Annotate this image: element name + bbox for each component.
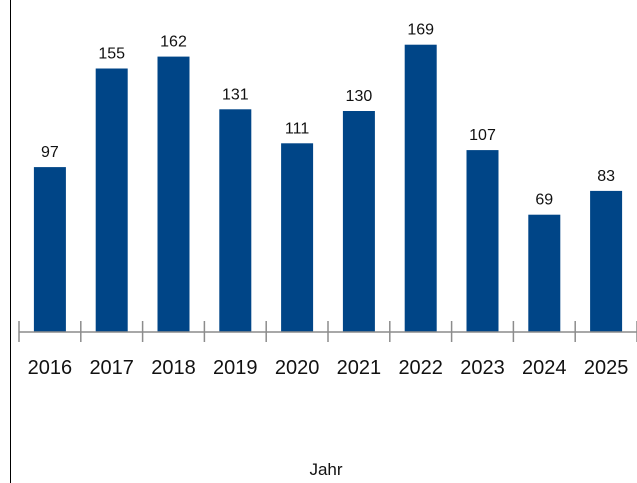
bar-2025: [590, 190, 623, 332]
bar-2024: [528, 214, 561, 332]
bar-2018: [157, 56, 190, 332]
tick-label-2016: 2016: [28, 357, 73, 379]
bar-2017: [95, 68, 128, 332]
bar-2022: [404, 44, 437, 332]
x-ticks-group: [18, 321, 637, 342]
bar-2020: [281, 143, 314, 332]
x-tick-labels-group: 2016 2017 2018 2019 2020 2021 2022 2023 2024 2025: [28, 357, 629, 379]
x-axis-title: Jahr: [309, 460, 342, 479]
value-label-2017: 155: [98, 46, 125, 63]
value-label-2016: 97: [41, 144, 59, 161]
bar-2019: [219, 109, 252, 332]
tick-label-2025: 2025: [584, 357, 629, 379]
tick-label-2024: 2024: [522, 357, 567, 379]
tick-label-2023: 2023: [460, 357, 505, 379]
tick-label-2019: 2019: [213, 357, 258, 379]
tick-label-2020: 2020: [275, 357, 320, 379]
value-label-2019: 131: [222, 86, 249, 103]
value-label-2021: 130: [346, 88, 373, 105]
value-label-2023: 107: [469, 127, 496, 144]
bar-2023: [466, 150, 499, 332]
tick-label-2022: 2022: [398, 357, 443, 379]
value-label-2024: 69: [535, 192, 553, 209]
bars-group: [33, 44, 623, 332]
value-label-2025: 83: [597, 168, 615, 185]
value-label-2020: 111: [285, 120, 309, 137]
tick-label-2018: 2018: [151, 357, 196, 379]
bar-2016: [33, 167, 66, 332]
bar-2021: [342, 111, 375, 332]
value-labels-group: 97 155 162 131 111 130 169 107 69 83: [41, 22, 615, 209]
value-label-2018: 162: [160, 34, 187, 51]
tick-label-2017: 2017: [89, 357, 134, 379]
value-label-2022: 169: [407, 22, 434, 39]
tick-label-2021: 2021: [337, 357, 382, 379]
